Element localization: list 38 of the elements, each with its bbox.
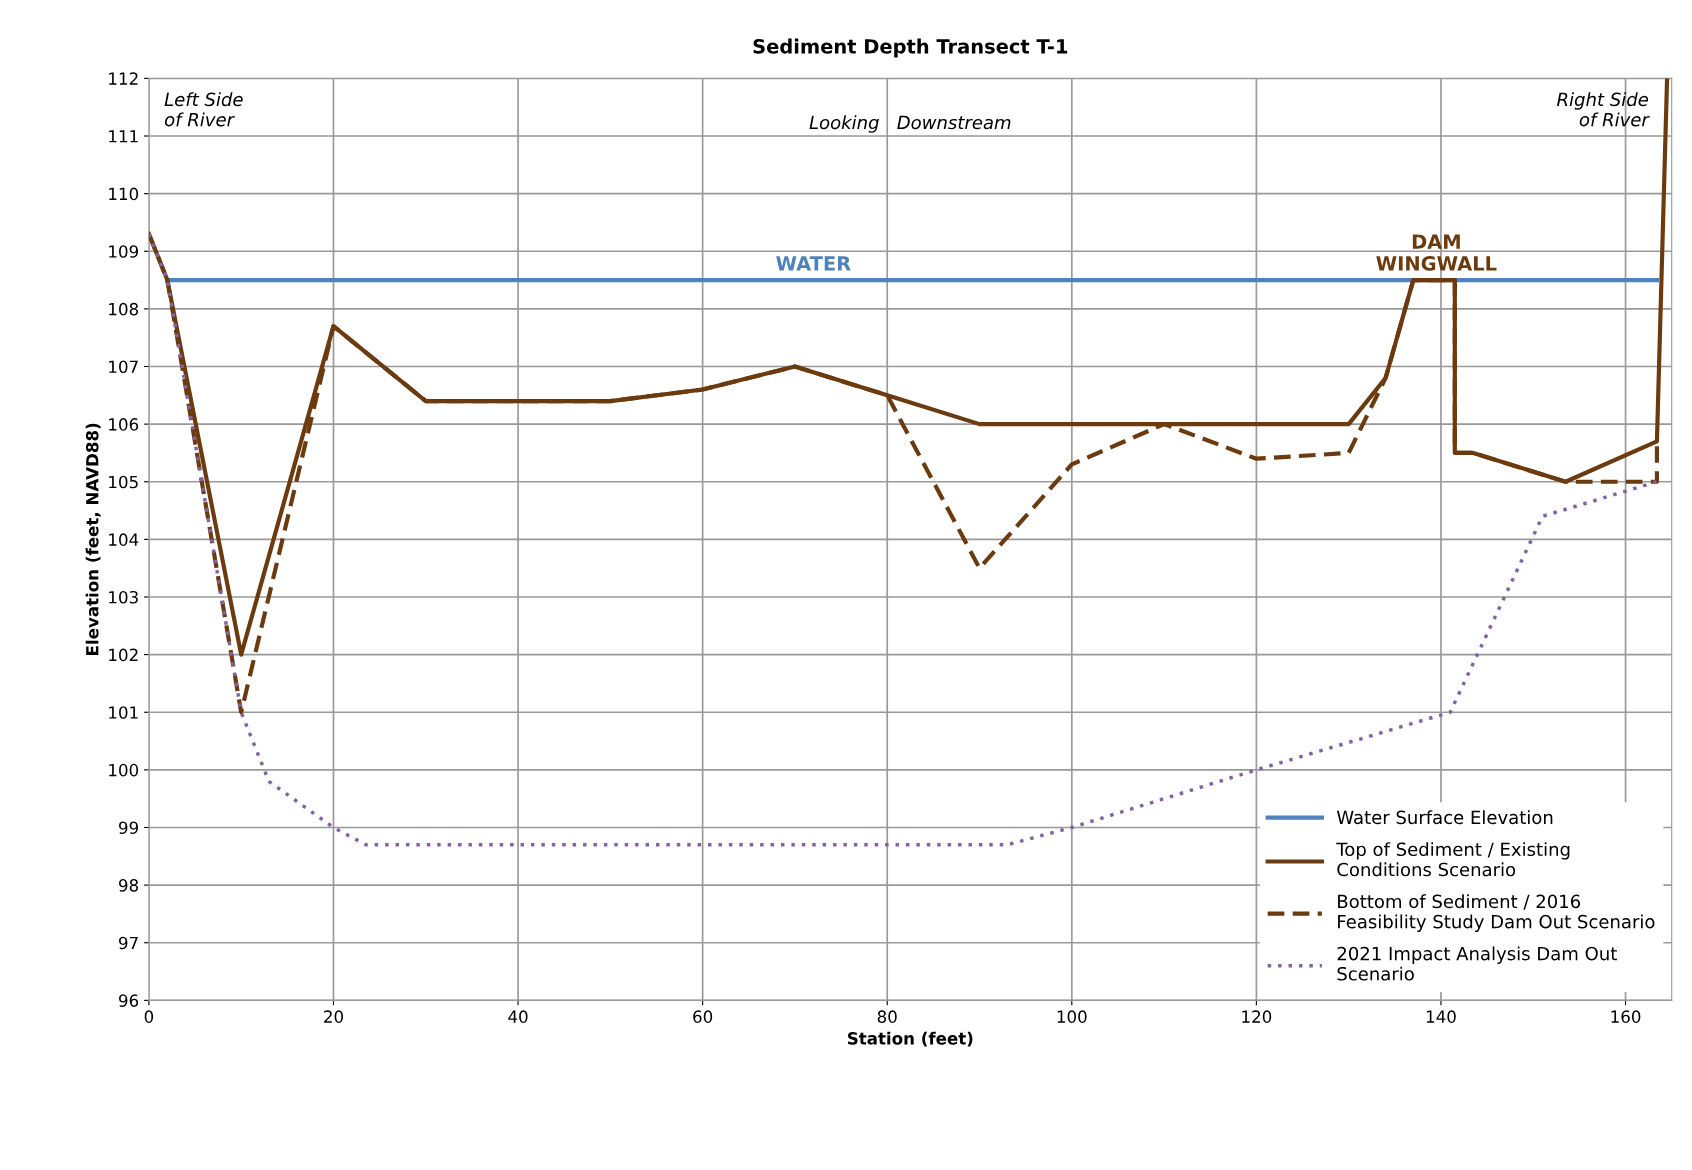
x-tick-label: 60: [693, 1010, 713, 1023]
annotation: WATER: [776, 256, 851, 271]
y-tick-label: 105: [109, 475, 138, 489]
annotation: DAM WINGWALL: [1376, 234, 1497, 271]
y-tick-label: 101: [109, 706, 138, 719]
y-tick-label: 102: [109, 648, 138, 662]
x-axis-title: Station (feet): [847, 1031, 973, 1047]
x-tick-label: 160: [1611, 1010, 1641, 1023]
x-tick-label: 0: [144, 1010, 154, 1023]
y-tick-label: 112: [109, 72, 138, 85]
y-tick-label: 106: [109, 418, 139, 431]
y-tick-label: 103: [109, 590, 138, 604]
chart-title: Sediment Depth Transect T-1: [753, 38, 1068, 58]
y-tick-label: 98: [119, 879, 139, 892]
y-tick-label: 97: [119, 936, 138, 950]
annotation: Left Side of River: [164, 92, 243, 127]
annotation: Looking Downstream: [809, 115, 1011, 133]
y-axis-title: Elevation (feet, NAVD88): [85, 423, 101, 655]
y-tick-label: 108: [109, 302, 139, 316]
x-tick-label: 80: [877, 1010, 897, 1023]
y-tick-label: 100: [109, 763, 139, 777]
x-tick-label: 20: [324, 1010, 343, 1023]
y-tick-label: 107: [109, 360, 138, 374]
y-tick-label: 109: [109, 245, 138, 258]
legend-label: Top of Sediment / Existing Conditions Scenario: [1336, 842, 1570, 877]
x-tick-label: 100: [1057, 1010, 1087, 1023]
legend-label: Bottom of Sediment / 2016 Feasibility Study Dam Out Scenario: [1338, 894, 1655, 932]
x-tick-label: 120: [1242, 1010, 1272, 1023]
legend-label: Water Surface Elevation: [1336, 810, 1553, 825]
x-tick-label: 140: [1426, 1010, 1456, 1023]
y-tick-label: 99: [119, 821, 138, 835]
annotation: Right Side of River: [1557, 92, 1650, 127]
y-tick-label: 104: [109, 533, 139, 546]
y-tick-label: 110: [109, 187, 139, 201]
legend-label: 2021 Impact Analysis Dam Out Scenario: [1337, 946, 1617, 981]
x-tick-label: 40: [508, 1010, 528, 1023]
y-tick-label: 111: [109, 130, 138, 143]
y-tick-label: 96: [119, 994, 139, 1007]
